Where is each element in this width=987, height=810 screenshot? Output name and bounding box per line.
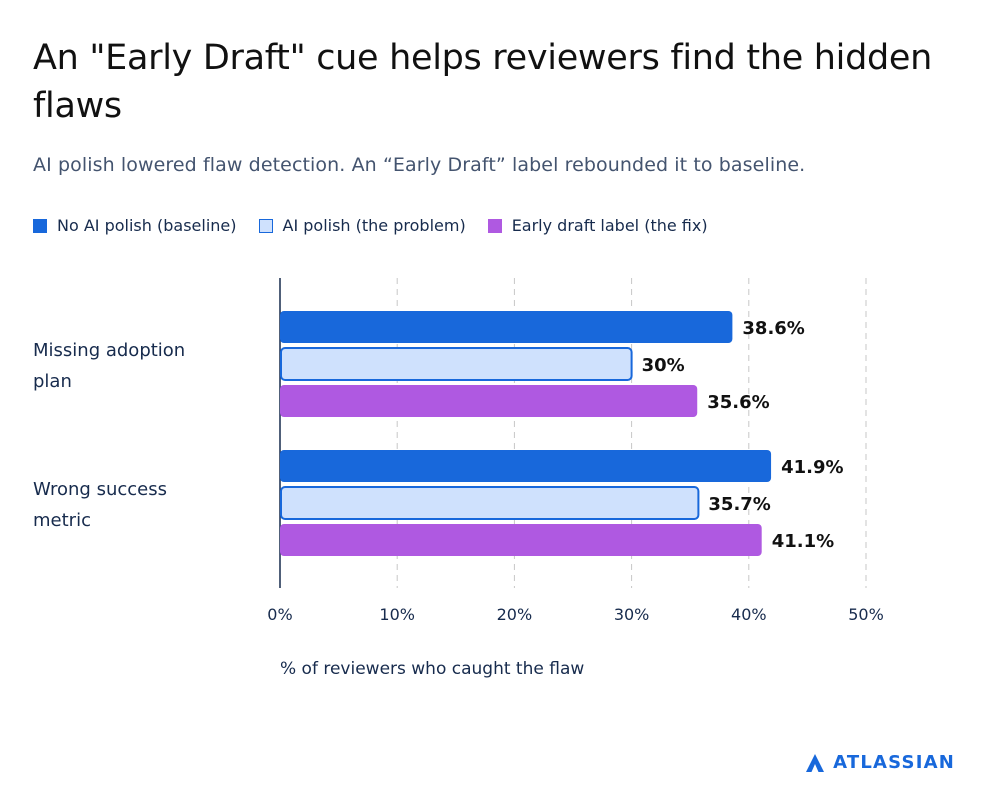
x-tick-label: 30% xyxy=(614,605,650,624)
legend-item-baseline: No AI polish (baseline) xyxy=(33,216,237,235)
atlassian-logo-icon xyxy=(806,753,825,772)
x-tick-label: 10% xyxy=(379,605,415,624)
bar-value-label: 35.6% xyxy=(707,392,769,413)
bar xyxy=(280,311,733,343)
category-label: Missing adoption plan xyxy=(33,340,185,392)
atlassian-logo: ATLASSIAN xyxy=(805,752,955,773)
x-tick-label: 50% xyxy=(848,605,884,624)
x-tick-label: 20% xyxy=(497,605,533,624)
category-label: Wrong success metric xyxy=(33,479,167,531)
legend-label-baseline: No AI polish (baseline) xyxy=(57,216,237,235)
legend-label-polish: AI polish (the problem) xyxy=(282,216,466,235)
chart-legend: No AI polish (baseline) AI polish (the p… xyxy=(33,216,730,235)
legend-item-fix: Early draft label (the fix) xyxy=(487,216,708,235)
bar-value-label: 35.7% xyxy=(708,494,770,515)
bar xyxy=(280,486,700,520)
bar-value-label: 38.6% xyxy=(742,318,804,339)
legend-swatch-fix xyxy=(487,218,502,233)
bar-value-label: 41.1% xyxy=(772,531,834,552)
atlassian-wordmark: ATLASSIAN xyxy=(833,752,955,773)
bar xyxy=(280,347,633,381)
bar xyxy=(280,385,698,417)
x-tick-label: 40% xyxy=(731,605,767,624)
chart-title: An "Early Draft" cue helps reviewers fin… xyxy=(33,38,933,126)
legend-swatch-polish xyxy=(258,218,273,233)
x-axis-title: % of reviewers who caught the flaw xyxy=(280,659,584,679)
legend-label-fix: Early draft label (the fix) xyxy=(511,216,708,235)
bar xyxy=(280,450,772,482)
legend-item-polish: AI polish (the problem) xyxy=(258,216,466,235)
chart-subtitle: AI polish lowered flaw detection. An “Ea… xyxy=(33,154,806,176)
legend-swatch-baseline xyxy=(33,218,47,233)
x-tick-label: 0% xyxy=(267,605,292,624)
bar-chart: 0% 10% 20% 30% 40% 50% % of reviewers who caug… xyxy=(33,278,884,679)
bar-value-label: 30% xyxy=(642,355,685,376)
bar-value-label: 41.9% xyxy=(781,457,843,478)
bar xyxy=(280,524,762,556)
